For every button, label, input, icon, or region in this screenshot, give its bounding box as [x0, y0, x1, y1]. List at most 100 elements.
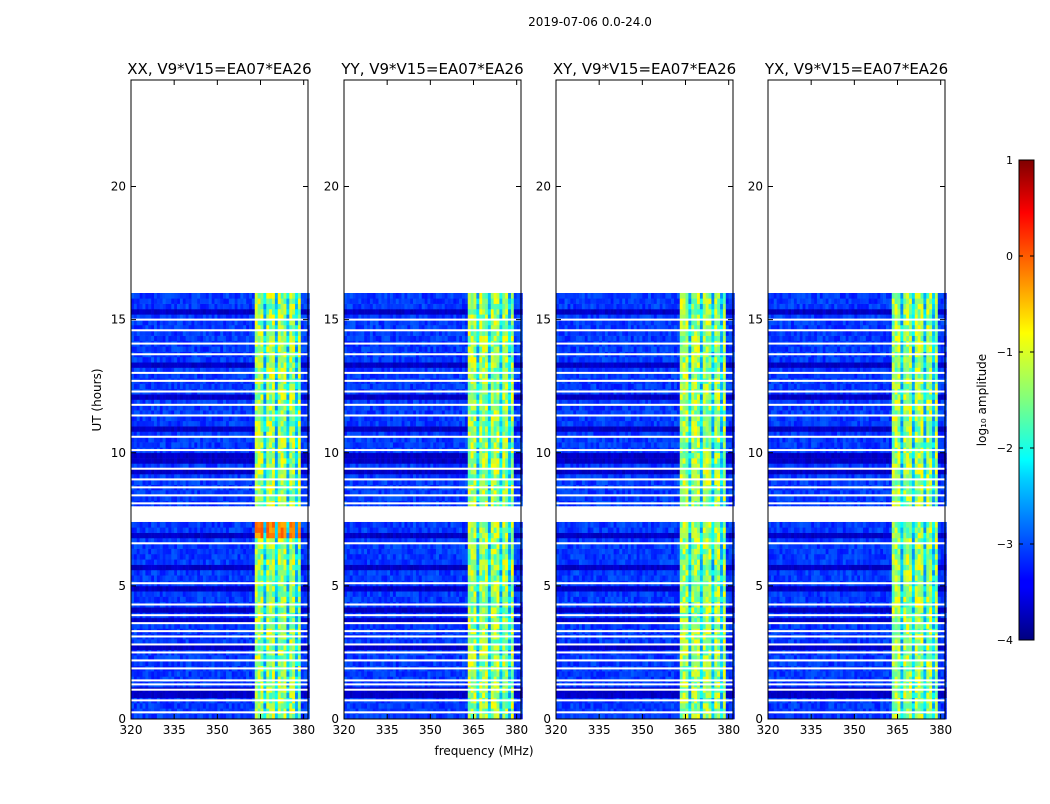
heatmap-cell	[272, 346, 275, 352]
heatmap-cell	[226, 442, 229, 448]
heatmap-cell	[289, 304, 292, 310]
heatmap-cell	[258, 442, 261, 448]
heatmap-cell	[269, 559, 272, 565]
heatmap-cell	[263, 703, 266, 709]
heatmap-cell	[255, 453, 258, 459]
heatmap-cell	[154, 357, 157, 363]
heatmap-cell	[160, 607, 163, 613]
heatmap-cell	[381, 714, 384, 720]
heatmap-cell	[390, 703, 393, 709]
heatmap-cell	[212, 394, 215, 400]
heatmap-cell	[301, 298, 304, 304]
heatmap-cell	[154, 554, 157, 560]
heatmap-cell	[171, 527, 174, 533]
heatmap-cell	[183, 421, 186, 427]
heatmap-cell	[183, 304, 186, 310]
heatmap-cell	[166, 426, 169, 432]
heatmap-cell	[258, 554, 261, 560]
heatmap-cell	[249, 346, 252, 352]
heatmap-cell	[137, 575, 140, 581]
heatmap-cell	[191, 421, 194, 427]
heatmap-cell	[243, 384, 246, 390]
heatmap-cell	[200, 692, 203, 698]
heatmap-cell	[439, 714, 442, 720]
heatmap-cell	[243, 597, 246, 603]
heatmap-cell	[284, 559, 287, 565]
heatmap-cell	[404, 714, 407, 720]
heatmap-cell	[232, 304, 235, 310]
heatmap-cell	[295, 527, 298, 533]
heatmap-cell	[249, 586, 252, 592]
heatmap-cell	[295, 565, 298, 571]
heatmap-cell	[151, 559, 154, 565]
heatmap-cell	[145, 591, 148, 597]
heatmap-cell	[284, 453, 287, 459]
panel-title: XX, V9*V15=EA07*EA26	[127, 60, 311, 78]
heatmap-cell	[255, 671, 258, 677]
heatmap-cell	[298, 575, 301, 581]
heatmap-cell	[183, 522, 186, 528]
heatmap-cell	[191, 575, 194, 581]
heatmap-cell	[209, 565, 212, 571]
heatmap-cell	[399, 714, 402, 720]
heatmap-cell	[289, 458, 292, 464]
heatmap-cell	[286, 575, 289, 581]
heatmap-cell	[249, 714, 252, 720]
x-tick-label: 320	[120, 723, 143, 737]
heatmap-cell	[197, 692, 200, 698]
heatmap-cell	[396, 714, 399, 720]
heatmap-cell	[217, 586, 220, 592]
heatmap-cell	[143, 309, 146, 315]
flagged-row	[131, 449, 308, 451]
heatmap-cell	[229, 346, 232, 352]
heatmap-cell	[168, 357, 171, 363]
heatmap-cell	[235, 362, 238, 368]
heatmap-cell	[209, 336, 212, 342]
heatmap-cell	[278, 527, 281, 533]
heatmap-cell	[229, 533, 232, 539]
heatmap-cell	[252, 384, 255, 390]
heatmap-cell	[223, 565, 226, 571]
heatmap-cell	[246, 357, 249, 363]
heatmap-cell	[235, 421, 238, 427]
heatmap-cell	[286, 527, 289, 533]
heatmap-cell	[237, 346, 240, 352]
heatmap-cell	[143, 549, 146, 555]
heatmap-cell	[140, 458, 143, 464]
heatmap-cell	[229, 309, 232, 315]
heatmap-cell	[183, 384, 186, 390]
heatmap-cell	[186, 362, 189, 368]
heatmap-cell	[243, 357, 246, 363]
heatmap-cell	[491, 714, 494, 720]
heatmap-cell	[177, 522, 180, 528]
heatmap-cell	[298, 522, 301, 528]
heatmap-cell	[269, 692, 272, 698]
heatmap-cell	[292, 442, 295, 448]
heatmap-cell	[197, 703, 200, 709]
heatmap-cell	[160, 692, 163, 698]
heatmap-cell	[203, 421, 206, 427]
heatmap-cell	[151, 554, 154, 560]
heatmap-cell	[376, 714, 379, 720]
heatmap-cell	[275, 549, 278, 555]
heatmap-cell	[249, 565, 252, 571]
heatmap-cell	[197, 554, 200, 560]
heatmap-cell	[261, 527, 264, 533]
heatmap-cell	[284, 293, 287, 299]
heatmap-cell	[183, 570, 186, 576]
heatmap-cell	[252, 703, 255, 709]
heatmap-cell	[220, 426, 223, 432]
heatmap-cell	[194, 591, 197, 597]
heatmap-cell	[209, 692, 212, 698]
heatmap-cell	[301, 426, 304, 432]
heatmap-cell	[140, 346, 143, 352]
heatmap-cell	[214, 293, 217, 299]
heatmap-cell	[168, 421, 171, 427]
heatmap-cell	[269, 714, 272, 720]
heatmap-cell	[197, 591, 200, 597]
heatmap-cell	[284, 421, 287, 427]
heatmap-cell	[295, 362, 298, 368]
heatmap-cell	[255, 591, 258, 597]
heatmap-cell	[255, 309, 258, 315]
heatmap-cell	[154, 346, 157, 352]
